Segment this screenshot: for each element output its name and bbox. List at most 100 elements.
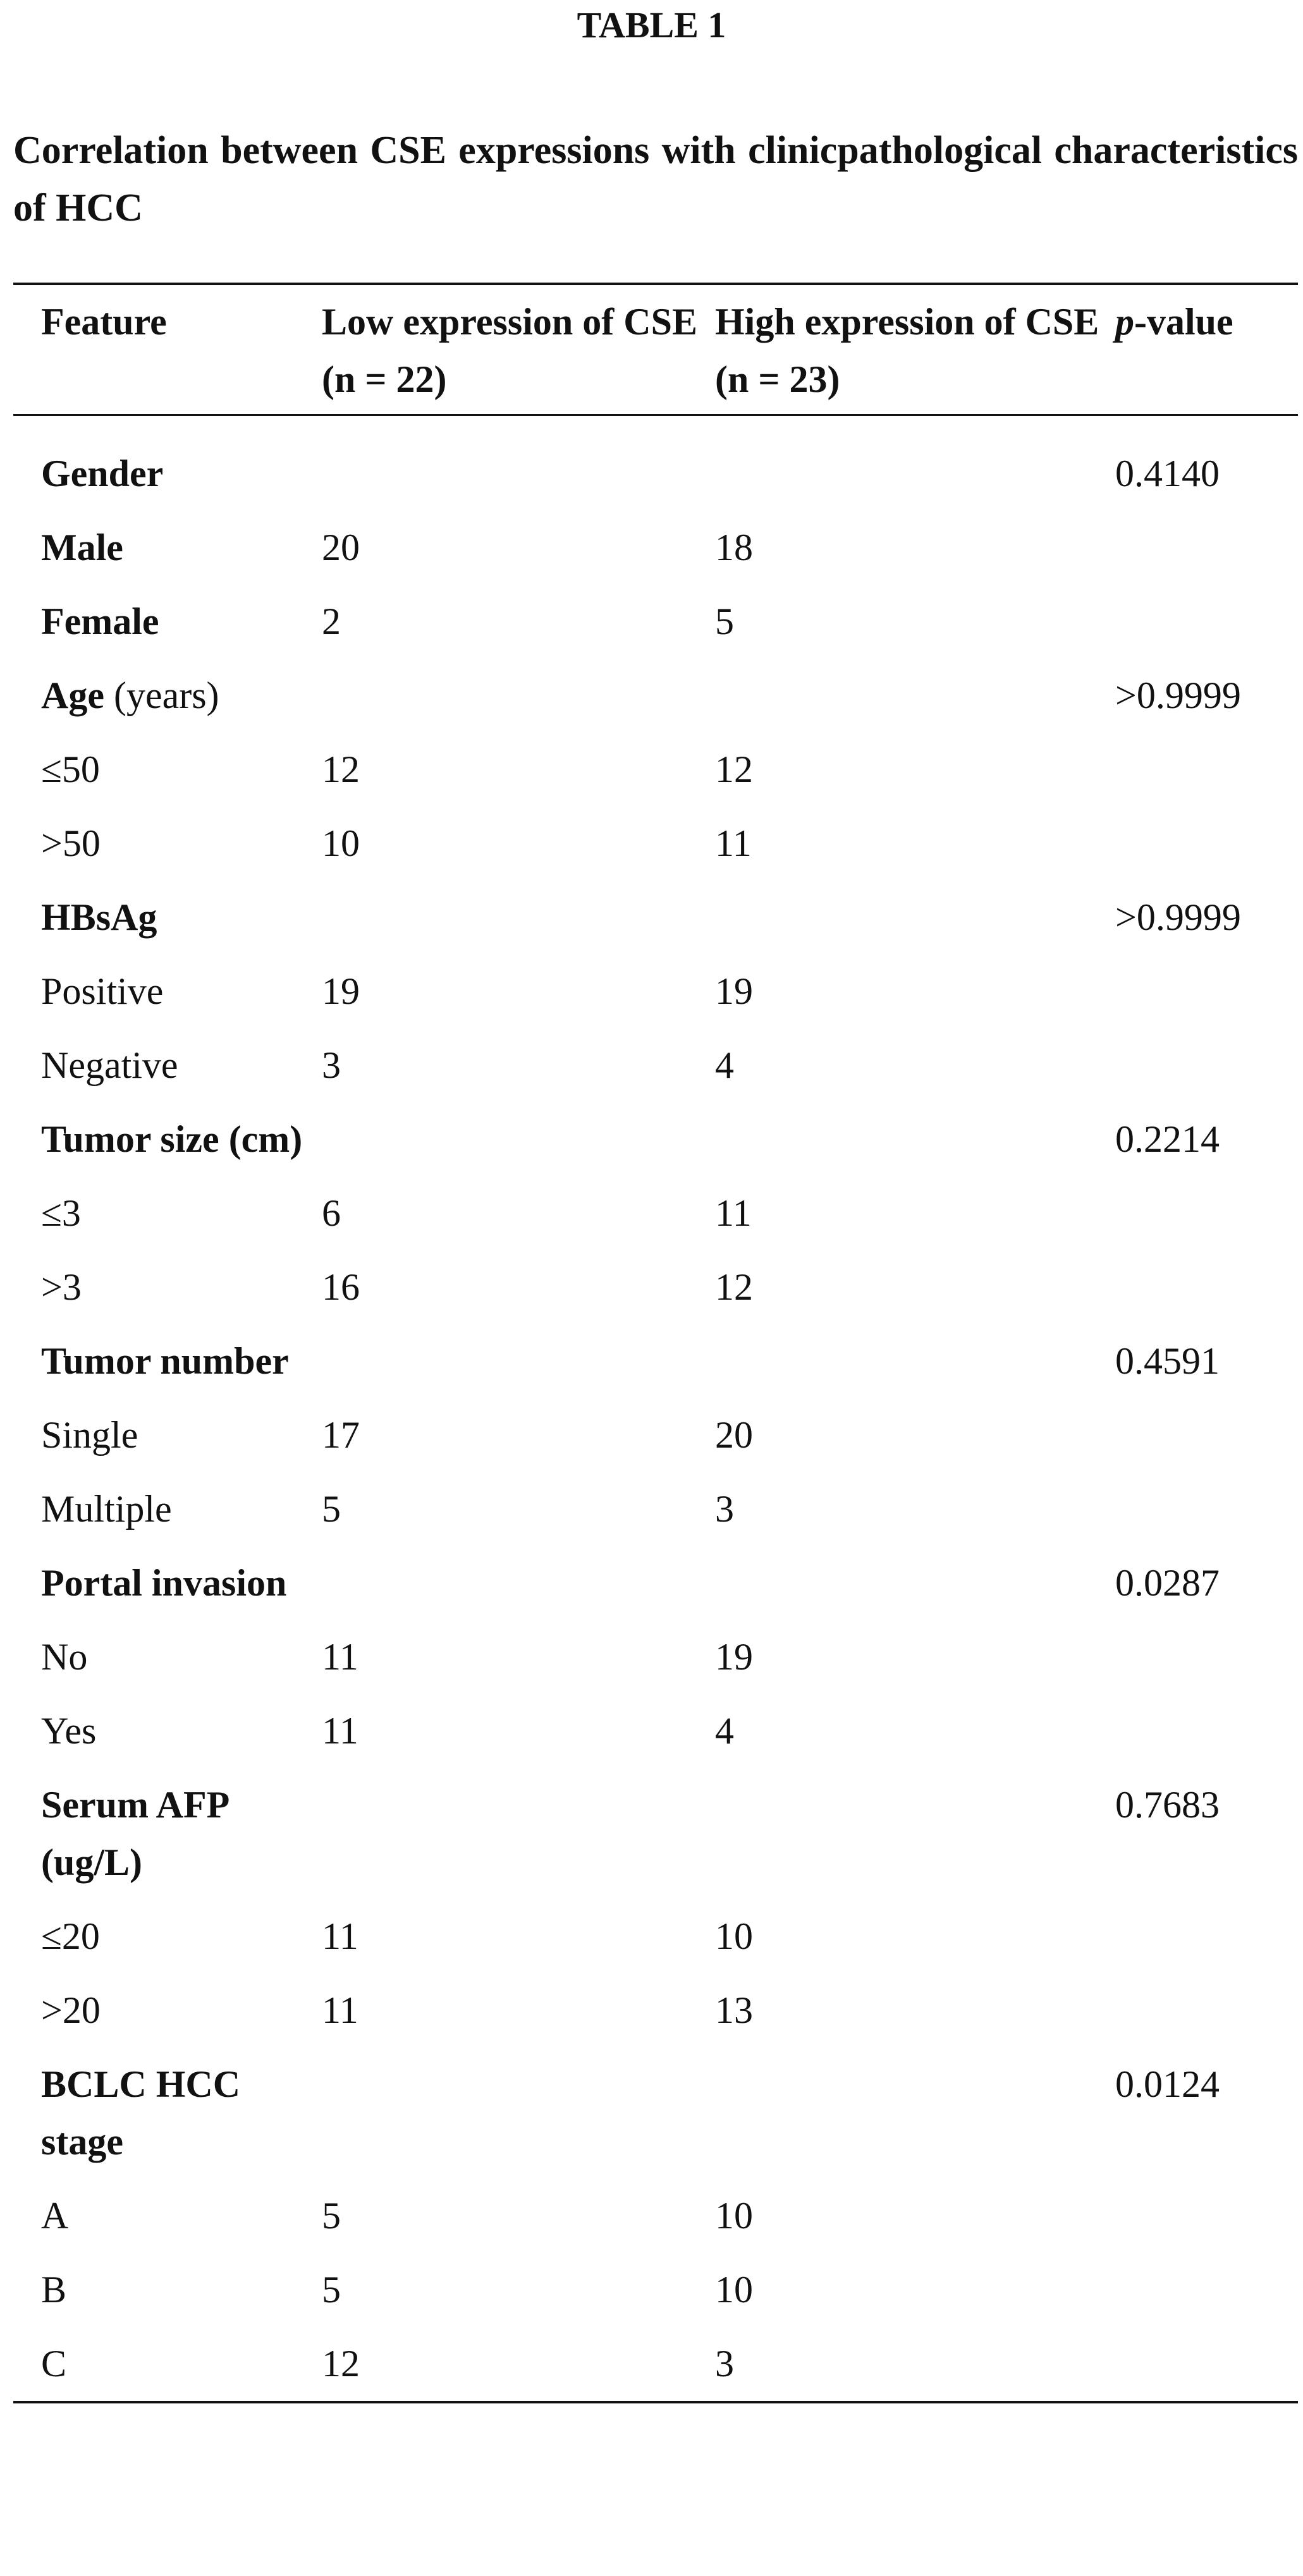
- low-value: 11: [322, 1915, 358, 1957]
- low-cell: [310, 1546, 703, 1620]
- table-row: Single 17 20: [13, 1398, 1298, 1472]
- high-cell: 13: [703, 1974, 1103, 2048]
- high-cell: [703, 1324, 1103, 1398]
- feature-cell: Tumor size (cm): [13, 1102, 310, 1176]
- high-cell: 20: [703, 1398, 1103, 1472]
- table-caption: Correlation between CSE expressions with…: [13, 129, 1298, 229]
- feature-label: C: [41, 2343, 67, 2384]
- p-cell: [1103, 807, 1298, 881]
- high-value: 4: [715, 1044, 734, 1086]
- table: Feature Low expression of CSE (n = 22) H…: [13, 283, 1298, 2403]
- feature-cell: C: [13, 2327, 310, 2402]
- low-value: 17: [322, 1414, 360, 1456]
- p-cell: [1103, 733, 1298, 807]
- p-value: 0.4140: [1115, 453, 1220, 494]
- feature-label: Tumor number: [41, 1340, 289, 1382]
- feature-cell: >20: [13, 1974, 310, 2048]
- high-cell: 12: [703, 1250, 1103, 1324]
- table-row: A 5 10: [13, 2179, 1298, 2253]
- p-cell: 0.0124: [1103, 2048, 1298, 2179]
- p-cell: [1103, 2253, 1298, 2327]
- low-value: 11: [322, 1989, 358, 2031]
- high-value: 10: [715, 1915, 753, 1957]
- feature-label: HBsAg: [41, 896, 157, 938]
- feature-cell: Age (years): [13, 659, 310, 733]
- feature-label: Portal invasion: [41, 1562, 287, 1604]
- p-cell: [1103, 2327, 1298, 2402]
- high-value: 11: [715, 822, 752, 864]
- low-value: 5: [322, 2269, 341, 2310]
- high-cell: 10: [703, 2253, 1103, 2327]
- feature-cell: ≤3: [13, 1176, 310, 1250]
- feature-label: No: [41, 1636, 88, 1678]
- high-cell: 10: [703, 1900, 1103, 1974]
- high-cell: 3: [703, 2327, 1103, 2402]
- feature-label: Age: [41, 675, 104, 716]
- table-row: Tumor size (cm) 0.2214: [13, 1102, 1298, 1176]
- low-value: 5: [322, 1488, 341, 1530]
- feature-unit: (years): [113, 675, 219, 716]
- high-value: 20: [715, 1414, 753, 1456]
- p-cell: [1103, 1398, 1298, 1472]
- low-cell: [310, 1768, 703, 1900]
- low-cell: 5: [310, 2179, 703, 2253]
- p-cell: 0.7683: [1103, 1768, 1298, 1900]
- header-row: Feature Low expression of CSE (n = 22) H…: [13, 284, 1298, 415]
- table-row: >50 10 11: [13, 807, 1298, 881]
- high-cell: 19: [703, 1620, 1103, 1694]
- low-cell: 6: [310, 1176, 703, 1250]
- low-value: 20: [322, 527, 360, 568]
- high-cell: 4: [703, 1029, 1103, 1102]
- table-row: Tumor number 0.4591: [13, 1324, 1298, 1398]
- table-row: Gender 0.4140: [13, 415, 1298, 511]
- table-row: C 12 3: [13, 2327, 1298, 2402]
- low-value: 19: [322, 970, 360, 1012]
- p-value: 0.0124: [1115, 2063, 1220, 2105]
- table-row: Yes 11 4: [13, 1694, 1298, 1768]
- feature-label: Serum AFP (ug/L): [41, 1784, 228, 1883]
- high-cell: 10: [703, 2179, 1103, 2253]
- low-value: 6: [322, 1192, 341, 1234]
- high-cell: [703, 1102, 1103, 1176]
- p-cell: [1103, 1974, 1298, 2048]
- high-value: 13: [715, 1989, 753, 2031]
- high-value: 3: [715, 2343, 734, 2384]
- low-value: 3: [322, 1044, 341, 1086]
- feature-cell: Serum AFP (ug/L): [13, 1768, 310, 1900]
- table-row: Age (years) >0.9999: [13, 659, 1298, 733]
- table-header: Feature Low expression of CSE (n = 22) H…: [13, 284, 1298, 415]
- feature-cell: >50: [13, 807, 310, 881]
- header-italic: p: [1115, 301, 1134, 343]
- high-cell: [703, 1546, 1103, 1620]
- feature-label: Female: [41, 601, 159, 642]
- p-value: 0.7683: [1115, 1784, 1220, 1826]
- low-cell: 5: [310, 2253, 703, 2327]
- low-cell: 3: [310, 1029, 703, 1102]
- high-cell: [703, 2048, 1103, 2179]
- low-value: 5: [322, 2195, 341, 2237]
- low-cell: [310, 2048, 703, 2179]
- feature-label: Multiple: [41, 1488, 172, 1530]
- feature-cell: Negative: [13, 1029, 310, 1102]
- low-cell: 17: [310, 1398, 703, 1472]
- header-cell: p-value: [1103, 284, 1298, 415]
- low-cell: 10: [310, 807, 703, 881]
- feature-cell: No: [13, 1620, 310, 1694]
- feature-label: BCLC HCC stage: [41, 2063, 241, 2163]
- table-row: Negative 3 4: [13, 1029, 1298, 1102]
- p-cell: 0.4140: [1103, 415, 1298, 511]
- table-row: ≤3 6 11: [13, 1176, 1298, 1250]
- table-title: TABLE 1: [577, 4, 726, 46]
- feature-label: B: [41, 2269, 67, 2310]
- high-value: 19: [715, 1636, 753, 1678]
- p-cell: [1103, 585, 1298, 659]
- high-cell: 19: [703, 955, 1103, 1029]
- low-cell: [310, 415, 703, 511]
- p-cell: [1103, 1620, 1298, 1694]
- high-value: 5: [715, 601, 734, 642]
- low-cell: [310, 1102, 703, 1176]
- high-value: 12: [715, 748, 753, 790]
- feature-label: Male: [41, 527, 123, 568]
- table-row: >3 16 12: [13, 1250, 1298, 1324]
- low-cell: 16: [310, 1250, 703, 1324]
